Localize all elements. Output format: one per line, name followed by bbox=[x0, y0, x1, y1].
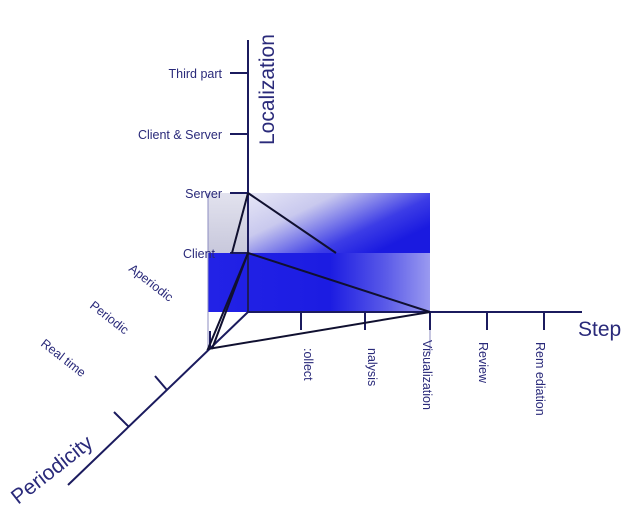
axes bbox=[67, 40, 582, 486]
client-inner-edge bbox=[211, 252, 249, 350]
localization-tick-server: Server bbox=[185, 187, 222, 201]
step-axis-title: Step bbox=[578, 318, 621, 341]
step-ticks bbox=[300, 312, 545, 330]
periodicity-tick-aperiodic: Aperiodic bbox=[126, 261, 176, 304]
shaded-lower-band bbox=[208, 253, 430, 312]
step-tick-collect: :ollect bbox=[301, 348, 315, 381]
localization-tick-third-part: Third part bbox=[169, 67, 223, 81]
client-triangle bbox=[206, 251, 431, 351]
server-to-analysis-edge bbox=[247, 192, 337, 254]
localization-axis-title: Localization bbox=[256, 34, 279, 145]
periodicity-tick-real-time: Real time bbox=[38, 336, 88, 380]
localization-tick-client: Client bbox=[183, 247, 215, 261]
step-tick-review: Review bbox=[476, 342, 490, 384]
step-tick-visualization: Visualization bbox=[420, 340, 434, 410]
shaded-region bbox=[208, 193, 430, 312]
server-to-left-edge bbox=[231, 192, 249, 254]
shaded-left-face bbox=[208, 193, 248, 253]
step-tick-analysis: nalysis bbox=[365, 348, 379, 386]
periodicity-axis-line bbox=[67, 311, 249, 486]
triangles bbox=[206, 192, 431, 351]
localization-tick-client-server: Client & Server bbox=[138, 128, 222, 142]
periodicity-tick-periodic: Periodic bbox=[87, 298, 131, 337]
step-tick-remediation: Rem ediation bbox=[533, 342, 547, 416]
periodicity-ticks bbox=[113, 331, 211, 428]
